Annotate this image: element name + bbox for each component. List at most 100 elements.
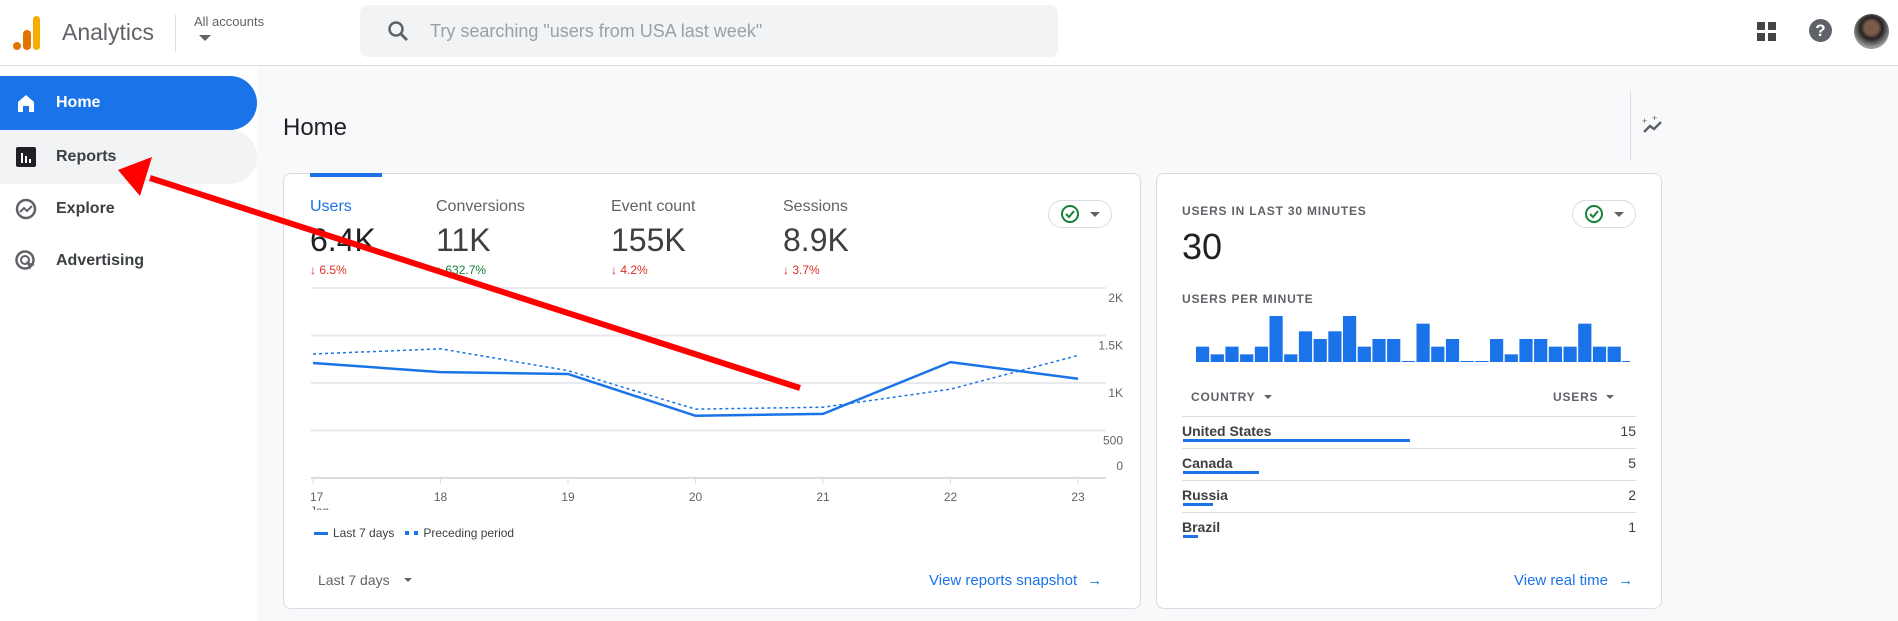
metric-value: 11K xyxy=(436,222,491,258)
metric-tab-users[interactable]: Users 6.4K ↓ 6.5% xyxy=(310,198,376,277)
minute-bar[interactable] xyxy=(1622,361,1630,362)
insights-icon[interactable]: + + xyxy=(1641,115,1669,137)
sort-icon xyxy=(1263,395,1272,399)
chart-legend: Last 7 days Preceding period xyxy=(314,526,514,540)
search-input[interactable]: Try searching "users from USA last week" xyxy=(360,5,1058,57)
minute-bar[interactable] xyxy=(1490,339,1504,362)
minute-bar[interactable] xyxy=(1210,354,1224,362)
per-minute-label: USERS PER MINUTE xyxy=(1182,292,1314,306)
realtime-comparison-selector[interactable] xyxy=(1572,200,1636,228)
sidebar-item-advertising[interactable]: Advertising xyxy=(0,234,257,288)
country-name: Brazil xyxy=(1182,519,1221,535)
users-per-minute-chart xyxy=(1196,316,1630,362)
x-tick-label: 21 xyxy=(816,490,830,504)
sidebar-item-home[interactable]: Home xyxy=(0,76,257,130)
share-bar xyxy=(1183,439,1410,442)
minute-bar[interactable] xyxy=(1460,361,1474,362)
minute-bar[interactable] xyxy=(1401,361,1415,362)
minute-bar[interactable] xyxy=(1225,346,1239,362)
minute-bar[interactable] xyxy=(1343,316,1357,362)
date-range-selector[interactable]: Last 7 days xyxy=(318,572,412,588)
minute-bar[interactable] xyxy=(1357,346,1371,362)
sidebar-item-label: Reports xyxy=(56,148,117,165)
users-line-chart: 0 500 1K 1.5K 2K 17 18 19 20 21 22 23 Jan xyxy=(310,287,1123,510)
minute-bar[interactable] xyxy=(1328,331,1342,362)
comparison-selector[interactable] xyxy=(1048,200,1112,228)
minute-bar[interactable] xyxy=(1534,339,1548,362)
account-selector[interactable]: All accounts xyxy=(194,14,264,41)
view-real-time-link[interactable]: View real time → xyxy=(1514,572,1633,589)
minute-bar[interactable] xyxy=(1431,346,1445,362)
minute-bar[interactable] xyxy=(1254,346,1268,362)
users-column-header[interactable]: USERS xyxy=(1553,390,1615,404)
link-label: View real time xyxy=(1514,572,1608,589)
minute-bar[interactable] xyxy=(1475,361,1489,362)
x-tick-label: 20 xyxy=(689,490,703,504)
metric-value: 6.4K xyxy=(310,222,376,258)
minute-bar[interactable] xyxy=(1313,339,1327,362)
metric-label: Sessions xyxy=(783,198,848,215)
sidebar-item-label: Home xyxy=(56,94,101,111)
home-icon xyxy=(14,91,38,115)
chevron-down-icon xyxy=(199,35,211,41)
top-bar: Analytics All accounts Try searching "us… xyxy=(0,0,1898,66)
app-name: Analytics xyxy=(62,19,155,45)
minute-bar[interactable] xyxy=(1269,316,1283,362)
realtime-users-value: 30 xyxy=(1182,226,1223,267)
y-tick-label: 500 xyxy=(1103,434,1123,448)
account-label: All accounts xyxy=(194,14,265,29)
minute-bar[interactable] xyxy=(1563,346,1577,362)
users-count: 15 xyxy=(1620,423,1636,439)
search-icon xyxy=(388,21,408,41)
advertising-icon xyxy=(14,249,38,273)
table-row[interactable]: United States 15 xyxy=(1182,416,1636,448)
minute-bar[interactable] xyxy=(1372,339,1386,362)
metric-label: Conversions xyxy=(436,198,525,215)
metric-tab-event-count[interactable]: Event count 155K ↓ 4.2% xyxy=(611,198,696,277)
country-column-header[interactable]: COUNTRY xyxy=(1191,390,1272,404)
x-sublabel: Jan xyxy=(310,504,329,510)
sidebar-item-explore[interactable]: Explore xyxy=(0,182,257,236)
metric-label: Event count xyxy=(611,198,696,215)
column-label: COUNTRY xyxy=(1191,390,1256,404)
table-row[interactable]: Russia 2 xyxy=(1182,480,1636,512)
country-name: United States xyxy=(1182,423,1272,439)
minute-bar[interactable] xyxy=(1548,346,1562,362)
metric-value: 155K xyxy=(611,222,686,258)
minute-bar[interactable] xyxy=(1607,346,1621,362)
svg-text:+: + xyxy=(1642,116,1647,126)
help-icon[interactable]: ? xyxy=(1809,19,1832,42)
share-bar xyxy=(1183,471,1259,474)
metric-tab-sessions[interactable]: Sessions 8.9K ↓ 3.7% xyxy=(783,198,849,277)
table-row[interactable]: Canada 5 xyxy=(1182,448,1636,480)
view-reports-snapshot-link[interactable]: View reports snapshot → xyxy=(929,572,1102,589)
avatar[interactable] xyxy=(1854,14,1889,49)
minute-bar[interactable] xyxy=(1504,354,1518,362)
minute-bar[interactable] xyxy=(1416,323,1430,362)
metric-label: Users xyxy=(310,198,352,215)
table-row[interactable]: Brazil 1 xyxy=(1182,512,1636,544)
sort-icon xyxy=(1606,395,1615,399)
svg-text:+: + xyxy=(1652,115,1657,123)
minute-bar[interactable] xyxy=(1387,339,1401,362)
minute-bar[interactable] xyxy=(1519,339,1533,362)
minute-bar[interactable] xyxy=(1298,331,1313,362)
y-tick-label: 1.5K xyxy=(1098,339,1123,353)
x-tick-label: 18 xyxy=(434,490,448,504)
legend-label: Last 7 days xyxy=(333,526,395,540)
x-tick-label: 19 xyxy=(561,490,575,504)
minute-bar[interactable] xyxy=(1445,339,1460,362)
apps-grid-icon[interactable] xyxy=(1757,22,1777,42)
metric-tab-conversions[interactable]: Conversions 11K ↑ 632.7% xyxy=(436,198,525,277)
x-tick-label: 22 xyxy=(944,490,958,504)
series-line-preceding-period xyxy=(312,348,1079,410)
explore-icon xyxy=(14,197,38,221)
sidebar-item-reports[interactable]: Reports xyxy=(0,130,257,184)
minute-bar[interactable] xyxy=(1592,346,1607,362)
bar-chart-icon xyxy=(14,145,38,169)
minute-bar[interactable] xyxy=(1578,323,1592,362)
minute-bar[interactable] xyxy=(1284,354,1298,362)
chevron-down-icon xyxy=(403,578,412,582)
minute-bar[interactable] xyxy=(1240,354,1254,362)
minute-bar[interactable] xyxy=(1196,346,1210,362)
